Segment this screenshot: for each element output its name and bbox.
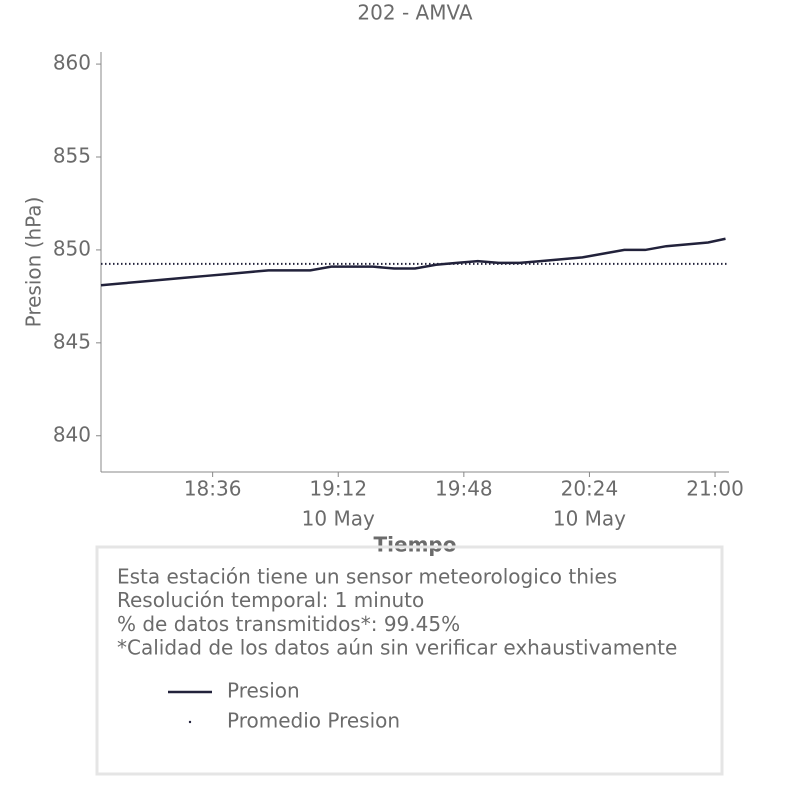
data-line (100, 237, 726, 287)
info-box (95, 545, 724, 776)
x-tick-label: 19:48 (435, 477, 493, 501)
info-text: *Calidad de los datos aún sin verificar … (117, 636, 677, 660)
y-tick-label: 840 (53, 422, 91, 446)
x-tick-label: 10 May (553, 507, 626, 531)
legend-dot-swatch (188, 720, 192, 724)
x-axis-label: Tiempo (374, 533, 457, 557)
info-text: % de datos transmitidos*: 99.45% (117, 612, 460, 636)
x-tick-label: 20:24 (561, 477, 619, 501)
y-tick-label: 860 (53, 51, 91, 75)
info-text: Esta estación tiene un sensor meteorolog… (117, 565, 617, 589)
info-text: Resolución temporal: 1 minuto (117, 588, 424, 612)
y-tick-label: 855 (53, 144, 91, 168)
y-tick-label: 850 (53, 236, 91, 260)
legend-label: Presion (227, 679, 300, 703)
x-tick-label: 18:36 (184, 477, 242, 501)
legend-label: Promedio Presion (227, 709, 400, 733)
y-axis-label: Presion (hPa) (22, 197, 46, 328)
x-tick-label: 10 May (302, 507, 375, 531)
x-tick-label: 21:00 (686, 477, 744, 501)
y-tick-label: 845 (53, 329, 91, 353)
chart-title: 202 - AMVA (357, 1, 472, 25)
x-tick-label: 19:12 (309, 477, 367, 501)
